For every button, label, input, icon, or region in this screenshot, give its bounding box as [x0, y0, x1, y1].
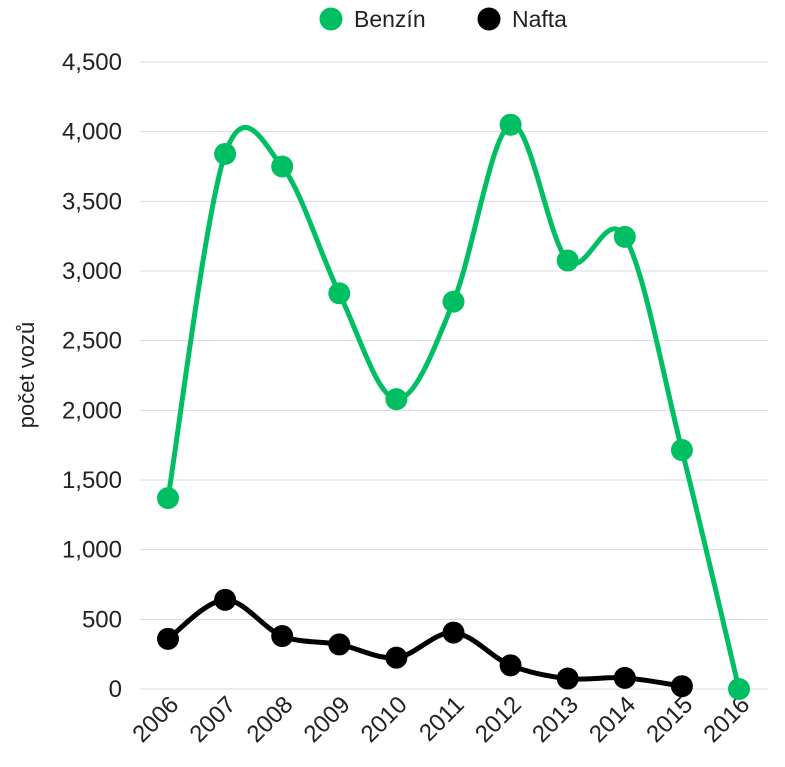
- x-tick-label-2008: 2008: [242, 691, 299, 748]
- x-tick-label-2011: 2011: [414, 691, 470, 747]
- data-point-0-2014: [613, 225, 636, 248]
- data-point-1-2013: [556, 667, 579, 690]
- x-tick-label-2009: 2009: [299, 691, 356, 748]
- legend-marker-benzin: [319, 7, 343, 31]
- x-tick-label-2010: 2010: [356, 691, 413, 748]
- y-tick-label-1: 500: [82, 606, 122, 633]
- data-point-1-2014: [613, 666, 636, 689]
- series-line-1: [165, 597, 685, 689]
- legend-label-benzin: Benzín: [354, 6, 426, 32]
- data-point-0-2011: [442, 290, 465, 313]
- data-point-0-2010: [385, 388, 408, 411]
- y-axis-title: počet vozů: [14, 322, 39, 428]
- data-point-1-2010: [385, 646, 408, 669]
- data-point-0-2015: [670, 439, 693, 462]
- legend-marker-nafta: [477, 7, 501, 31]
- y-tick-label-0: 0: [109, 676, 122, 703]
- data-point-0-2012: [499, 113, 522, 136]
- data-point-1-2015: [670, 675, 693, 698]
- data-point-0-2009: [328, 282, 351, 305]
- x-tick-label-2016: 2016: [698, 691, 755, 748]
- x-tick-label-2013: 2013: [527, 691, 584, 748]
- data-point-1-2012: [499, 654, 522, 677]
- data-point-0-2008: [271, 155, 294, 178]
- data-point-1-2007: [214, 588, 237, 611]
- x-tick-label-2015: 2015: [641, 691, 698, 748]
- series-line-0: [165, 122, 742, 692]
- series-points: [157, 113, 750, 700]
- y-tick-label-2: 1,000: [62, 537, 122, 564]
- data-point-1-2008: [271, 625, 294, 648]
- y-tick-label-4: 2,000: [62, 397, 122, 424]
- y-axis-tick-labels: 0 500 1,000 1,500 2,000 2,500 3,000 3,500 4,000 4…: [62, 49, 122, 703]
- data-point-0-2006: [157, 487, 179, 510]
- legend-label-nafta: Nafta: [512, 6, 567, 32]
- grid-lines: [140, 61, 768, 690]
- data-point-0-2013: [556, 249, 579, 272]
- x-tick-label-2012: 2012: [470, 691, 527, 748]
- x-tick-label-2014: 2014: [584, 691, 641, 748]
- y-tick-label-8: 4,000: [62, 119, 122, 146]
- y-tick-label-7: 3,500: [62, 188, 122, 215]
- x-tick-label-2007: 2007: [184, 691, 241, 748]
- data-point-1-2009: [328, 633, 351, 656]
- legend: Benzín Nafta: [319, 6, 567, 32]
- y-tick-label-6: 3,000: [62, 258, 122, 285]
- data-point-1-2011: [442, 621, 465, 644]
- x-axis-tick-labels: 2006 2007 2008 2009 2010 2011 2012 2013 2014 2015…: [127, 691, 755, 748]
- y-tick-label-9: 4,500: [62, 49, 122, 76]
- x-tick-label-2006: 2006: [127, 691, 184, 748]
- data-point-0-2016: [728, 678, 750, 700]
- y-tick-label-5: 2,500: [62, 328, 122, 355]
- y-tick-label-3: 1,500: [62, 467, 122, 494]
- data-point-0-2007: [214, 142, 237, 165]
- data-point-1-2006: [157, 627, 179, 650]
- series-lines: [165, 122, 742, 692]
